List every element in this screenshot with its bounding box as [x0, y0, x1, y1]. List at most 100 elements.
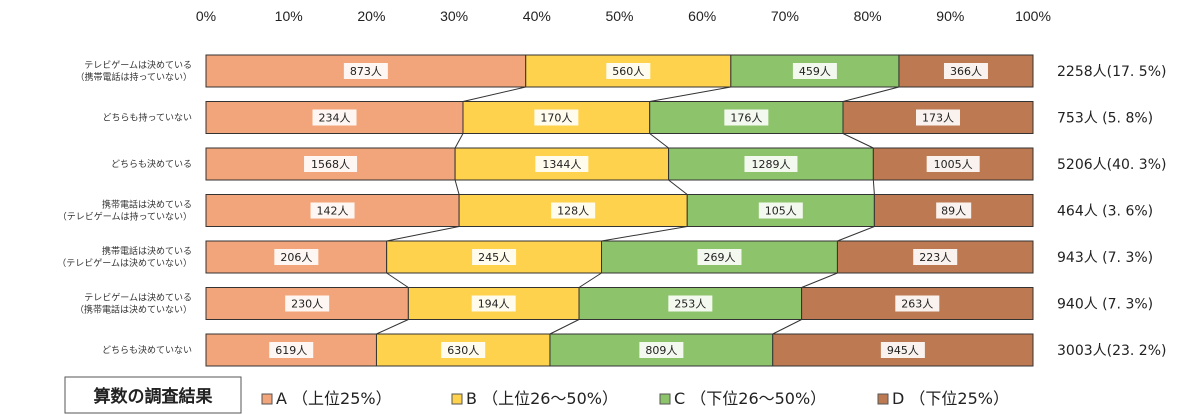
category-label: どちらも決めている: [111, 158, 192, 170]
x-tick-label: 10%: [275, 8, 303, 24]
connector-line: [801, 272, 838, 288]
data-label: 1568人: [311, 158, 350, 171]
data-label-bg: [880, 342, 925, 358]
data-label-bg: [274, 249, 319, 265]
data-label: 105人: [765, 205, 797, 218]
data-label-bg: [534, 109, 579, 126]
bar-segment: [205, 333, 377, 367]
connector-line: [668, 179, 688, 195]
category-label: 携帯電話は決めている: [102, 245, 192, 257]
data-label-bg: [697, 249, 742, 265]
legend-title: 算数の調査結果: [93, 386, 213, 407]
data-label: 1005人: [934, 158, 973, 171]
connector-line: [386, 226, 460, 242]
row-total: 943人 (7. 3%): [1057, 250, 1153, 266]
data-label: 263人: [901, 298, 933, 311]
data-label-bg: [758, 202, 803, 219]
category-label: どちらも持っていない: [102, 112, 192, 124]
data-label: 630人: [447, 344, 479, 357]
category-labels: テレビゲームは決めている（携帯電話は持っていない）どちらも持っていないどちらも決…: [57, 59, 192, 356]
bar-segment: [872, 147, 1034, 181]
legend-label: A （上位25%）: [276, 389, 392, 408]
data-label-bg: [792, 63, 837, 79]
data-label: 945人: [887, 344, 919, 357]
legend-swatch: [659, 393, 671, 405]
bars: 873人 560人 459人 366人 234人 170人 176人 173人 1568人 134…: [205, 54, 1034, 367]
category-label: テレビゲームは決めている: [84, 292, 192, 304]
x-tick-label: 70%: [771, 8, 799, 24]
connector-line: [649, 86, 731, 102]
bar-segment: [205, 147, 456, 181]
data-label: 1289人: [751, 158, 790, 171]
data-label-bg: [471, 295, 516, 312]
category-label: テレビゲームは決めている: [84, 59, 192, 71]
data-label-bg: [441, 342, 486, 358]
data-label-bg: [472, 249, 517, 265]
row-total: 3003人(23. 2%): [1057, 343, 1166, 359]
data-label-bg: [310, 202, 355, 219]
connector-line: [386, 272, 409, 288]
category-label: （テレビゲームは決めていない）: [57, 257, 192, 269]
data-label-bg: [606, 63, 651, 79]
legend-label: B （上位26～50%）: [466, 389, 618, 408]
data-label-bg: [744, 156, 798, 172]
data-label: 269人: [703, 251, 735, 264]
data-label: 809人: [645, 344, 677, 357]
data-label: 170人: [540, 112, 572, 125]
connector-line: [601, 226, 688, 242]
connector-line: [454, 179, 460, 195]
data-label-bg: [535, 156, 589, 172]
connector-lines: [376, 86, 900, 335]
category-label: （携帯電話は決めていない）: [75, 304, 192, 316]
data-label: 459人: [799, 65, 831, 78]
data-label-bg: [668, 295, 713, 312]
x-tick-label: 30%: [440, 8, 468, 24]
data-label-bg: [943, 63, 988, 79]
row-totals: 2258人(17. 5%) 753人 (5. 8%) 5206人(40. 3%) 46…: [1057, 64, 1166, 359]
legend-label: D （下位25%）: [892, 389, 1009, 408]
data-label: 176人: [730, 112, 762, 125]
data-label-bg: [551, 202, 596, 219]
connector-line: [842, 133, 874, 149]
data-label-bg: [724, 109, 769, 126]
data-label: 142人: [317, 205, 349, 218]
connector-line: [772, 319, 802, 335]
x-tick-label: 0%: [196, 8, 216, 24]
x-tick-label: 100%: [1015, 8, 1051, 24]
data-label-bg: [895, 295, 940, 312]
connector-line: [549, 319, 580, 335]
legend-swatch: [261, 393, 273, 405]
data-label-bg: [343, 63, 388, 79]
x-tick-label: 90%: [936, 8, 964, 24]
data-label: 128人: [557, 205, 589, 218]
data-label-bg: [913, 249, 958, 265]
data-label: 619人: [275, 344, 307, 357]
category-label: （テレビゲームは持っていない）: [58, 211, 192, 223]
x-tick-label: 60%: [688, 8, 716, 24]
legend-swatch: [877, 393, 889, 405]
data-label-bg: [269, 342, 314, 358]
category-label: どちらも決めていない: [102, 344, 192, 356]
data-label: 206人: [280, 251, 312, 264]
data-label: 1344人: [542, 158, 581, 171]
connector-line: [837, 226, 875, 242]
data-label: 223人: [919, 251, 951, 264]
data-label: 873人: [350, 65, 382, 78]
data-label: 366人: [950, 65, 982, 78]
connector-line: [462, 86, 526, 102]
data-label-bg: [285, 295, 330, 312]
row-total: 2258人(17. 5%): [1057, 64, 1166, 80]
row-total: 5206人(40. 3%): [1057, 157, 1166, 173]
data-label: 173人: [922, 112, 954, 125]
connector-line: [454, 133, 464, 149]
connector-line: [872, 179, 875, 195]
data-label-bg: [304, 156, 358, 172]
legend: 算数の調査結果 A （上位25%） B （上位26～50%） C （下位26～50%）…: [64, 376, 1009, 414]
data-label: 234人: [318, 112, 350, 125]
connector-line: [649, 133, 669, 149]
category-label: （携帯電話は持っていない）: [75, 71, 192, 83]
connector-line: [578, 272, 602, 288]
legend-title-box: [64, 376, 242, 414]
data-label: 194人: [478, 298, 510, 311]
